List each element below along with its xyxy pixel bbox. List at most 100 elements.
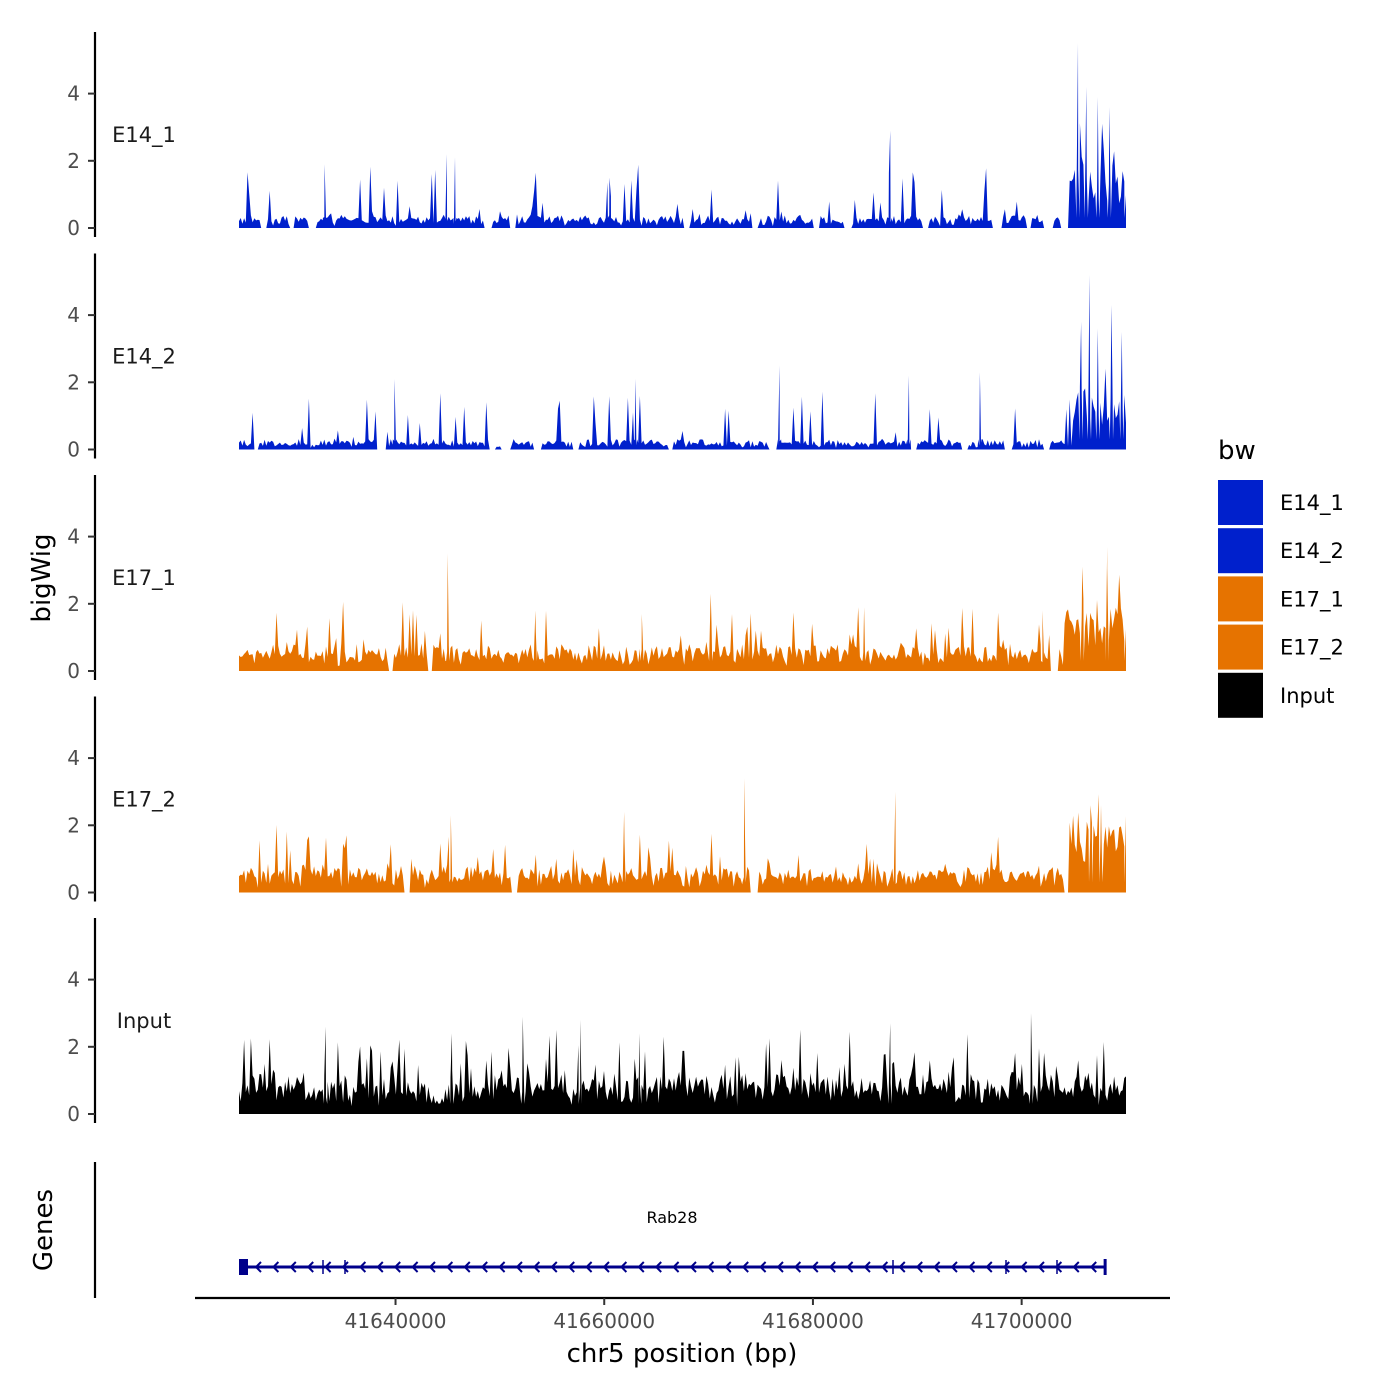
strand-arrow (1037, 1261, 1045, 1273)
strand-arrow (863, 1261, 871, 1273)
y-tick-label: 2 (67, 1035, 80, 1059)
gene-model[interactable] (239, 1259, 1107, 1275)
legend-label-Input: Input (1280, 684, 1334, 708)
strand-arrow (289, 1261, 297, 1273)
x-tick-label: 41700000 (971, 1309, 1073, 1333)
strand-arrow (341, 1261, 349, 1273)
strand-arrow (480, 1261, 488, 1273)
strand-arrow (550, 1261, 558, 1273)
legend-swatch-E14_2 (1218, 528, 1263, 574)
track-label: Input (117, 1009, 171, 1033)
strand-arrow (637, 1261, 645, 1273)
strand-arrow (602, 1261, 610, 1273)
strand-arrow (811, 1261, 819, 1273)
strand-arrow (1020, 1261, 1028, 1273)
track-label: E14_2 (112, 345, 176, 370)
track-label: E14_1 (112, 123, 176, 148)
strand-arrow (254, 1261, 262, 1273)
signal-area-E17_1 (239, 546, 1126, 671)
y-axis-title: bigWig (27, 533, 57, 622)
strand-arrow (515, 1261, 523, 1273)
y-tick-label: 2 (67, 592, 80, 616)
legend-label-E17_2: E17_2 (1280, 636, 1344, 661)
y-tick-label: 4 (67, 968, 80, 992)
strand-arrow (1072, 1261, 1080, 1273)
signal-area-Input (239, 1013, 1126, 1114)
y-tick-label: 4 (67, 303, 80, 327)
strand-arrow (567, 1261, 575, 1273)
strand-arrow (445, 1261, 454, 1273)
strand-arrow (880, 1261, 889, 1273)
x-tick-label: 41680000 (762, 1309, 864, 1333)
y-tick-label: 4 (67, 525, 80, 549)
y-tick-label: 0 (67, 881, 80, 905)
y-tick-label: 4 (67, 746, 80, 770)
strand-arrow (933, 1261, 941, 1273)
signal-area-E14_2 (239, 274, 1126, 450)
strand-arrow (1002, 1261, 1010, 1273)
track-label: E17_1 (112, 566, 176, 591)
legend-swatch-E17_2 (1218, 624, 1263, 670)
track-label: E17_2 (112, 788, 176, 813)
gene-exon (239, 1259, 248, 1275)
y-tick-label: 0 (67, 438, 80, 462)
strand-arrow (619, 1261, 628, 1273)
strand-arrow (672, 1261, 680, 1273)
strand-arrow (324, 1261, 332, 1273)
strand-arrow (411, 1261, 419, 1273)
strand-arrow (828, 1261, 836, 1273)
strand-arrow (654, 1261, 662, 1273)
track-E17_1: 0 2 4 E17_1 (67, 475, 1126, 683)
track-Input: 0 2 4 Input (67, 918, 1126, 1126)
strand-arrow (428, 1261, 436, 1273)
strand-arrow (898, 1261, 906, 1273)
legend-label-E17_1: E17_1 (1280, 587, 1344, 612)
y-tick-label: 0 (67, 1102, 80, 1126)
x-axis: 41640000 41660000 41680000 41700000 chr5 po… (195, 1296, 1170, 1369)
strand-arrow (585, 1261, 593, 1273)
strand-arrow (358, 1261, 367, 1273)
y-tick-label: 2 (67, 370, 80, 394)
bigwig-tracks: 0 2 4 E14_1 0 2 4 E14_2 0 2 4 E17_1 0 2 4 E17_2 0 2 4 Input (67, 32, 1126, 1126)
strand-arrow (498, 1261, 506, 1273)
strand-arrow (793, 1261, 802, 1273)
legend: bw E14_1 E14_2 E17_1 E17_2 Input (1218, 436, 1344, 718)
legend-label-E14_2: E14_2 (1280, 539, 1344, 564)
strand-arrow (393, 1261, 401, 1273)
strand-arrow (706, 1261, 715, 1273)
signal-area-E14_1 (239, 43, 1126, 229)
strand-arrow (271, 1261, 280, 1273)
x-tick-label: 41660000 (553, 1309, 655, 1333)
y-tick-label: 2 (67, 813, 80, 837)
strand-arrow (376, 1261, 384, 1273)
track-E14_2: 0 2 4 E14_2 (67, 253, 1126, 462)
strand-arrow (776, 1261, 784, 1273)
genes-axis-title: Genes (29, 1189, 59, 1271)
strand-arrow (724, 1261, 732, 1273)
strand-arrow (463, 1261, 471, 1273)
strand-arrow (306, 1261, 314, 1273)
strand-arrow (967, 1261, 976, 1273)
y-tick-label: 2 (67, 149, 80, 173)
legend-label-E14_1: E14_1 (1280, 491, 1344, 516)
y-tick-label: 0 (67, 216, 80, 240)
strand-arrow (689, 1261, 697, 1273)
track-E14_1: 0 2 4 E14_1 (67, 32, 1126, 240)
strand-arrow (532, 1261, 541, 1273)
strand-arrow (950, 1261, 958, 1273)
strand-arrow (985, 1261, 993, 1273)
legend-swatch-E14_1 (1218, 480, 1263, 525)
strand-arrow (846, 1261, 854, 1273)
strand-arrow (741, 1261, 749, 1273)
x-tick-label: 41640000 (345, 1309, 447, 1333)
gene-label: Rab28 (646, 1208, 697, 1227)
track-E17_2: 0 2 4 E17_2 (67, 696, 1126, 905)
legend-title: bw (1218, 436, 1256, 466)
legend-swatch-E17_1 (1218, 576, 1263, 622)
y-tick-label: 4 (67, 82, 80, 106)
x-axis-title: chr5 position (bp) (567, 1339, 798, 1369)
legend-swatch-Input (1218, 672, 1263, 718)
strand-arrow (915, 1261, 923, 1273)
strand-arrow (1054, 1261, 1063, 1273)
